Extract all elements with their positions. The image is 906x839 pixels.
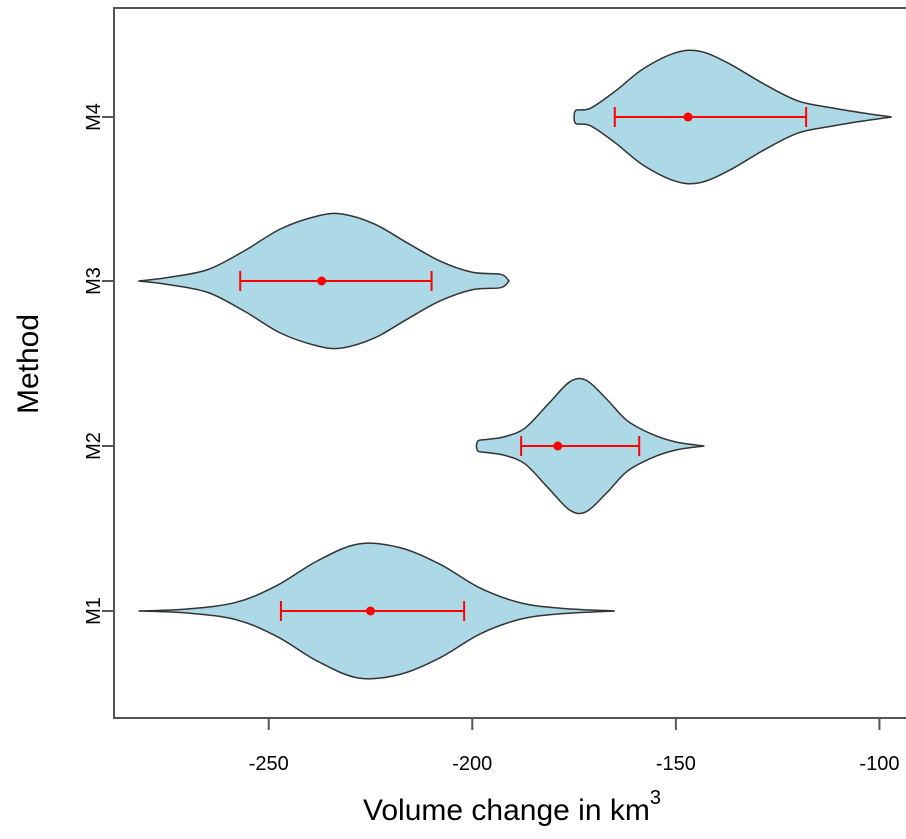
y-tick-label: M2 <box>83 432 105 460</box>
y-axis: M1 M2 M3 M4 <box>83 103 114 625</box>
mean-point-m2 <box>553 441 563 451</box>
x-tick-label: -250 <box>249 753 289 775</box>
x-axis-title-text: Volume change in km <box>363 794 650 827</box>
mean-point-m1 <box>366 606 375 616</box>
y-tick-label: M4 <box>83 103 105 131</box>
x-axis-title: Volume change in km3 <box>363 787 661 827</box>
mean-point-m3 <box>317 276 327 286</box>
x-tick-label: -150 <box>656 753 696 775</box>
x-tick-label: -200 <box>452 753 492 775</box>
y-tick-label: M3 <box>83 267 105 295</box>
x-axis: -250 -200 -150 -100 <box>249 718 899 775</box>
x-tick-label: -100 <box>859 753 899 775</box>
y-axis-title: Method <box>12 314 45 414</box>
plot-area <box>113 7 906 719</box>
x-axis-title-superscript: 3 <box>650 787 661 809</box>
y-tick-label: M1 <box>83 597 105 625</box>
plot-frame <box>113 7 906 719</box>
mean-point-m4 <box>683 112 693 122</box>
